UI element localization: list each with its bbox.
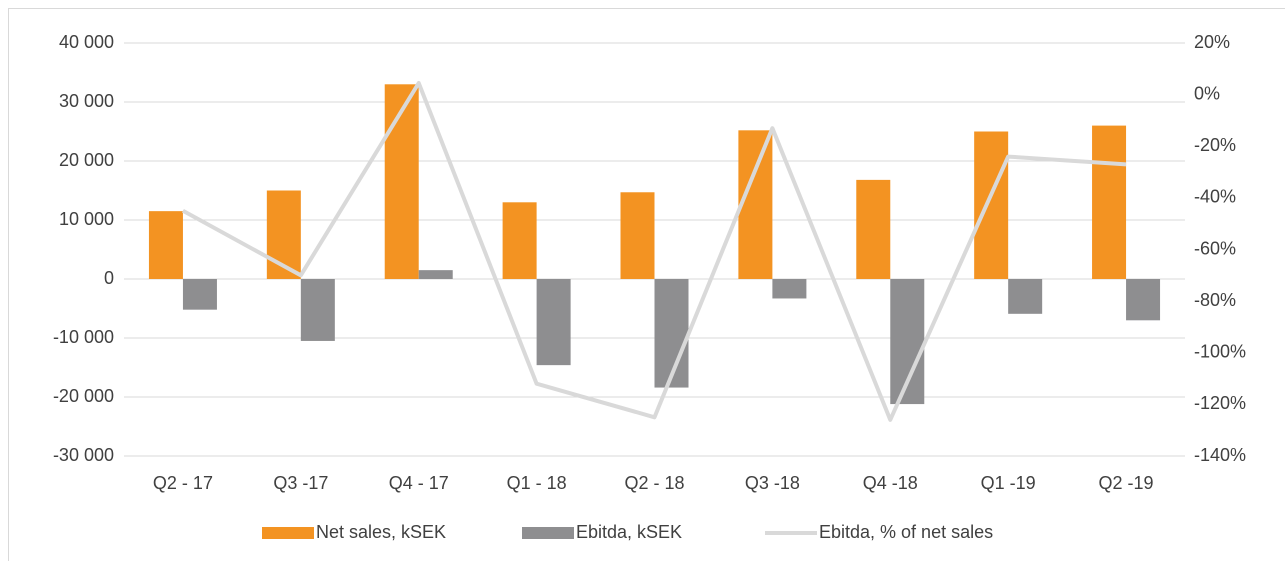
y2-tick-label: 0% bbox=[1194, 83, 1220, 103]
x-tick-label: Q2 - 17 bbox=[153, 473, 213, 493]
x-tick-label: Q1 -19 bbox=[981, 473, 1036, 493]
y-tick-label: -10 000 bbox=[53, 327, 114, 347]
bar bbox=[1008, 279, 1043, 314]
y-tick-label: 0 bbox=[104, 268, 114, 288]
y-tick-label: 10 000 bbox=[59, 209, 114, 229]
legend-label: Net sales, kSEK bbox=[316, 522, 446, 542]
bar bbox=[1126, 279, 1161, 321]
chart-frame bbox=[8, 8, 1285, 561]
y2-tick-label: -20% bbox=[1194, 135, 1236, 155]
y2-tick-label: -40% bbox=[1194, 187, 1236, 207]
bar bbox=[772, 279, 807, 299]
y2-tick-label: 20% bbox=[1194, 32, 1230, 52]
y-tick-label: 30 000 bbox=[59, 91, 114, 111]
bar bbox=[856, 179, 891, 279]
x-tick-label: Q3 -18 bbox=[745, 473, 800, 493]
bar bbox=[620, 192, 655, 279]
y2-tick-label: -80% bbox=[1194, 290, 1236, 310]
x-tick-label: Q3 -17 bbox=[273, 473, 328, 493]
bar bbox=[418, 270, 453, 279]
legend-swatch bbox=[522, 527, 574, 539]
x-tick-label: Q2 -19 bbox=[1099, 473, 1154, 493]
x-tick-label: Q4 -18 bbox=[863, 473, 918, 493]
bar bbox=[974, 131, 1009, 279]
bar bbox=[182, 279, 217, 310]
y2-tick-label: -120% bbox=[1194, 393, 1246, 413]
bar bbox=[384, 84, 419, 279]
x-tick-label: Q2 - 18 bbox=[624, 473, 684, 493]
bar bbox=[148, 211, 183, 279]
y-tick-label: 20 000 bbox=[59, 150, 114, 170]
x-tick-label: Q1 - 18 bbox=[507, 473, 567, 493]
bar bbox=[654, 279, 689, 388]
y2-tick-label: -60% bbox=[1194, 238, 1236, 258]
y-tick-label: 40 000 bbox=[59, 32, 114, 52]
bar bbox=[536, 279, 571, 366]
y-tick-label: -20 000 bbox=[53, 386, 114, 406]
legend-label: Ebitda, kSEK bbox=[576, 522, 682, 542]
legend-label: Ebitda, % of net sales bbox=[819, 522, 993, 542]
bar bbox=[502, 202, 537, 279]
bar bbox=[738, 130, 773, 279]
x-tick-label: Q4 - 17 bbox=[389, 473, 449, 493]
y2-tick-label: -100% bbox=[1194, 342, 1246, 362]
bar bbox=[300, 279, 335, 341]
bar bbox=[1092, 125, 1127, 279]
y-tick-label: -30 000 bbox=[53, 445, 114, 465]
line-series bbox=[181, 81, 1127, 422]
y2-tick-label: -140% bbox=[1194, 445, 1246, 465]
legend-swatch bbox=[262, 527, 314, 539]
